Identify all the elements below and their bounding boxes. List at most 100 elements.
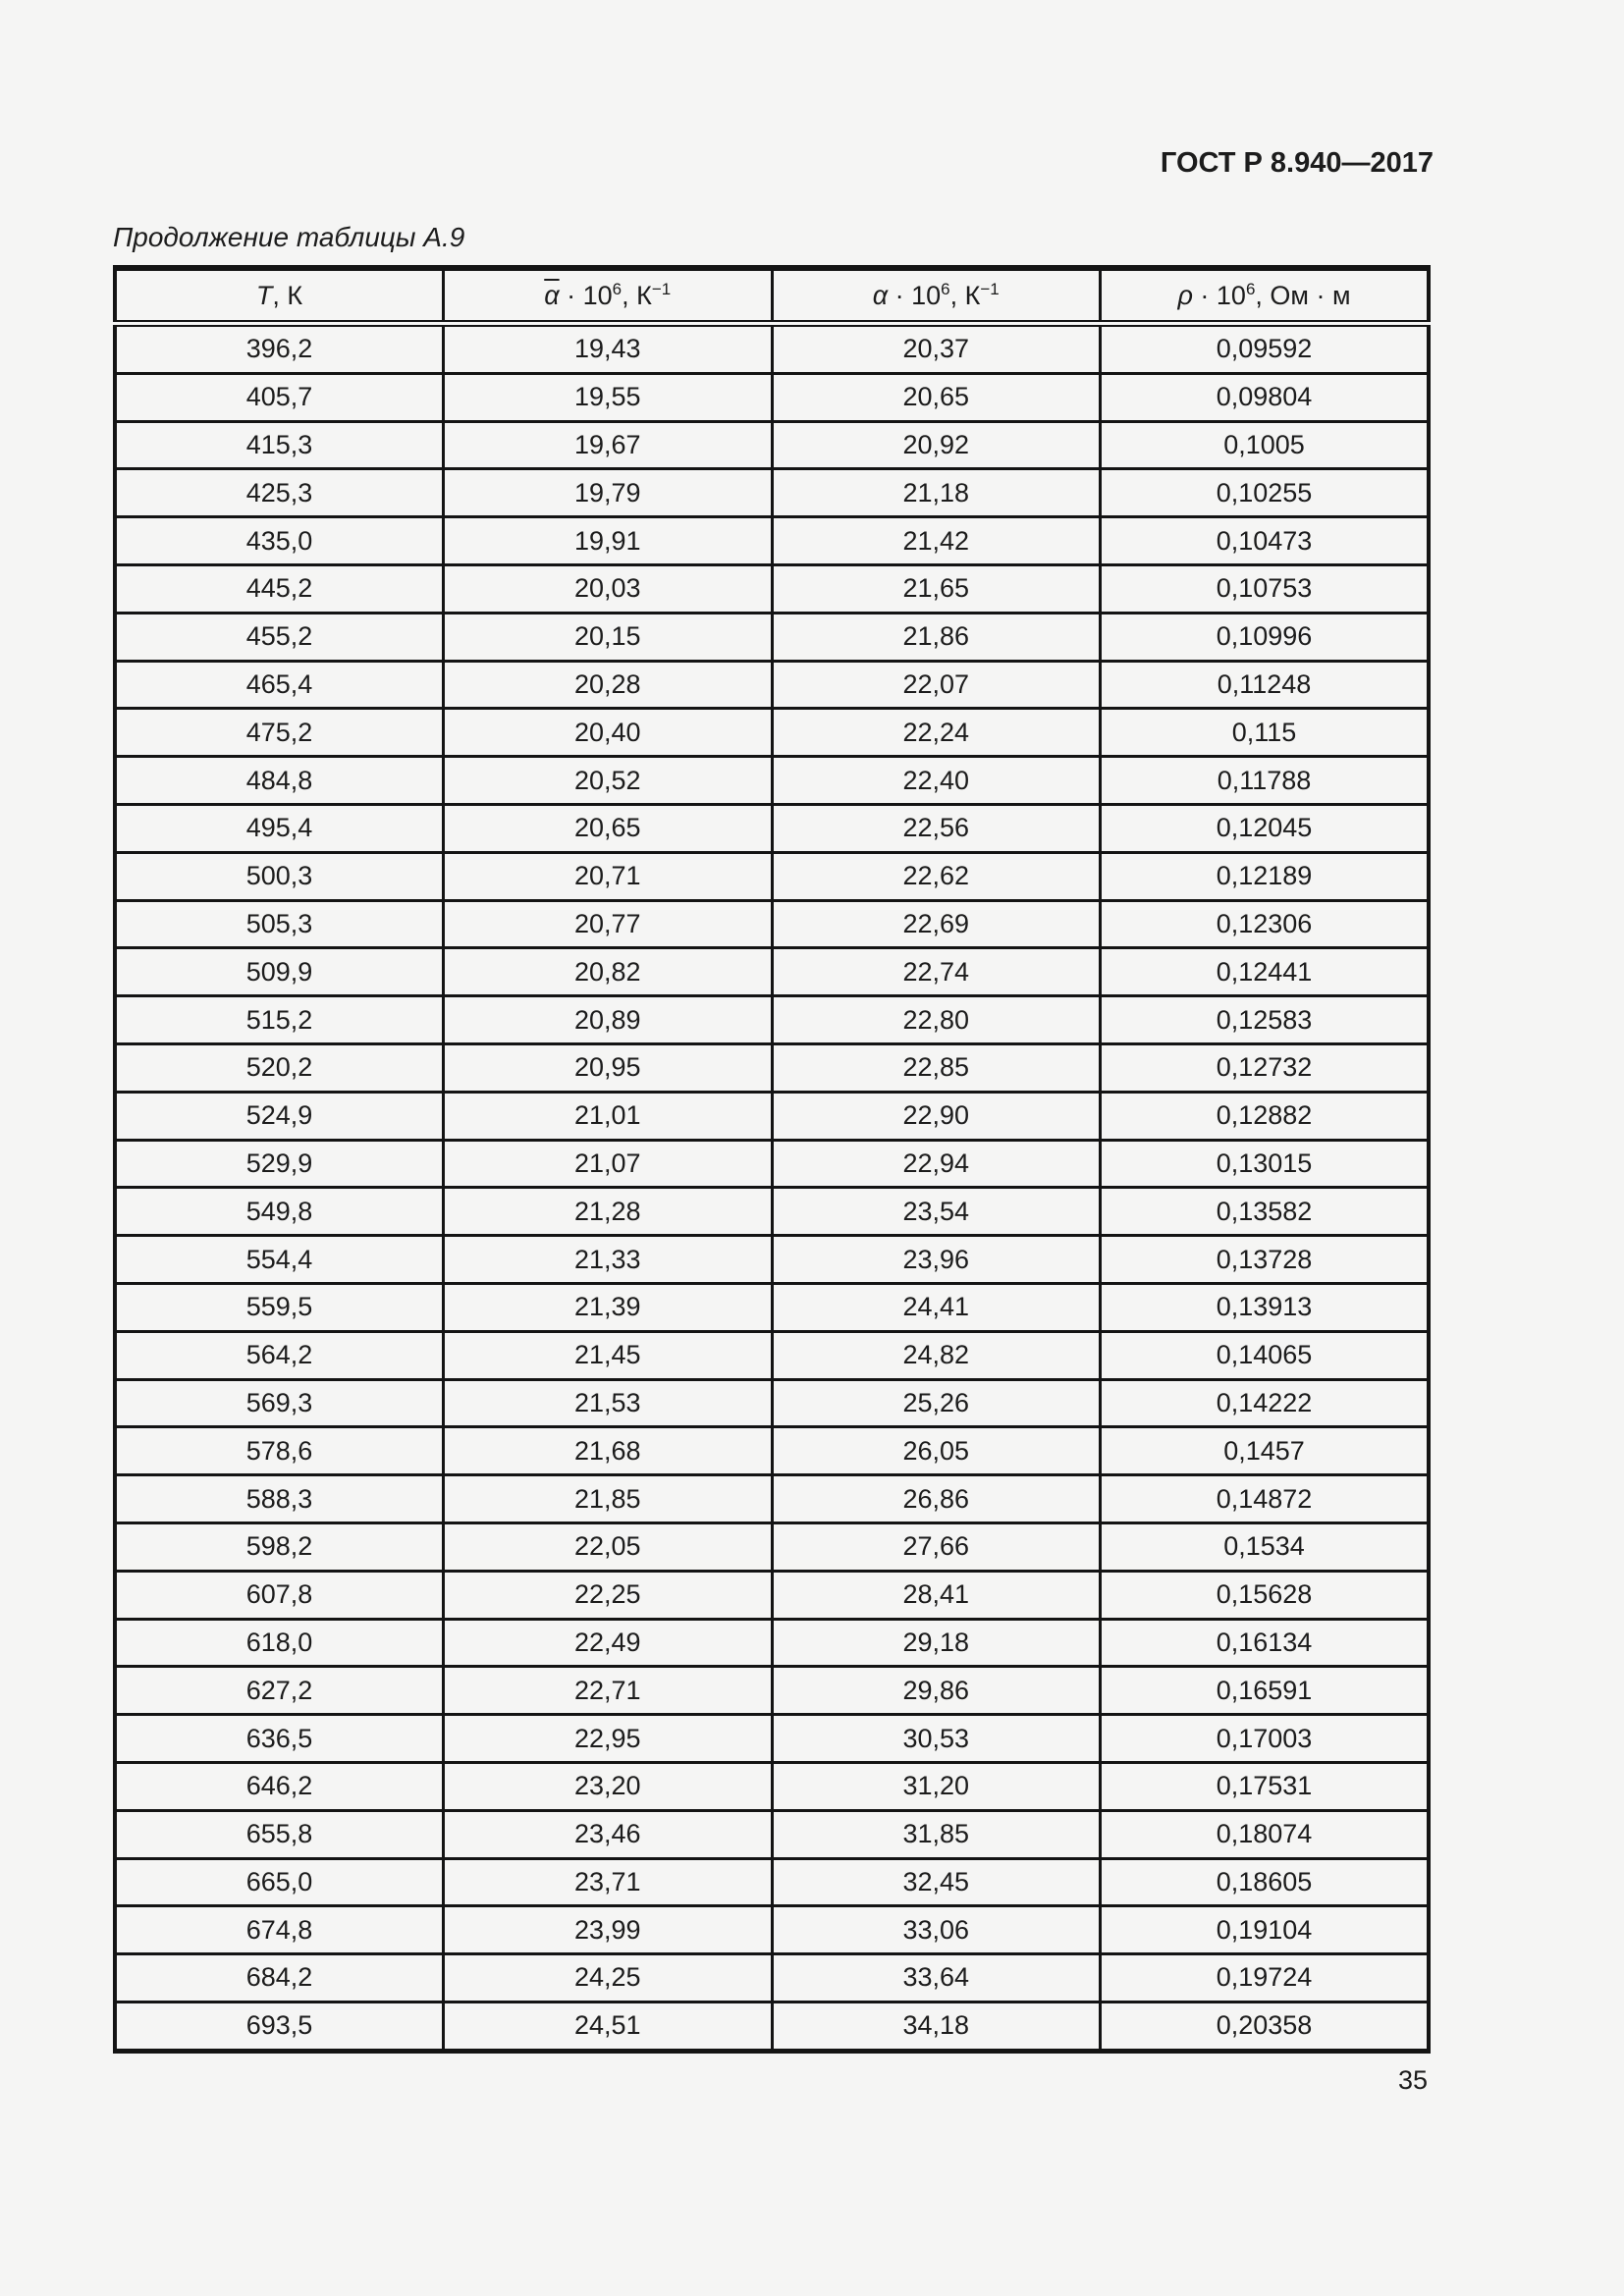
table-cell: 0,12045 [1099, 802, 1431, 854]
table-cell: 22,90 [770, 1090, 1102, 1142]
table-cell: 0,13582 [1099, 1186, 1431, 1238]
table-cell: 598,2 [113, 1521, 445, 1573]
table-cell: 607,8 [113, 1569, 445, 1621]
table-row: 405,7 19,55 20,65 0,09804 [113, 371, 1431, 423]
table-row: 636,5 22,95 30,53 0,17003 [113, 1713, 1431, 1764]
table-row: 495,4 20,65 22,56 0,12045 [113, 802, 1431, 854]
col-header-temperature: Т, К [113, 266, 445, 327]
table-cell: 559,5 [113, 1281, 445, 1333]
table-cell: 24,51 [442, 2000, 774, 2053]
table-cell: 435,0 [113, 515, 445, 566]
table-cell: 22,05 [442, 1521, 774, 1573]
table-cell: 20,40 [442, 707, 774, 759]
table-cell: 23,20 [442, 1760, 774, 1812]
table-cell: 24,82 [770, 1329, 1102, 1381]
table-cell: 475,2 [113, 707, 445, 759]
table-row: 484,8 20,52 22,40 0,11788 [113, 755, 1431, 806]
table-cell: 21,65 [770, 562, 1102, 614]
table-cell: 21,53 [442, 1377, 774, 1429]
table-cell: 684,2 [113, 1952, 445, 2003]
table-cell: 0,12583 [1099, 994, 1431, 1045]
table-cell: 0,115 [1099, 707, 1431, 759]
table-row: 646,2 23,20 31,20 0,17531 [113, 1760, 1431, 1812]
table-cell: 515,2 [113, 994, 445, 1045]
table-cell: 33,64 [770, 1952, 1102, 2003]
table-cell: 524,9 [113, 1090, 445, 1142]
table-cell: 674,8 [113, 1904, 445, 1956]
table-cell: 0,13015 [1099, 1138, 1431, 1190]
table-row: 598,2 22,05 27,66 0,1534 [113, 1521, 1431, 1573]
table-row: 415,3 19,67 20,92 0,1005 [113, 419, 1431, 471]
table-cell: 0,13728 [1099, 1234, 1431, 1285]
table-row: 627,2 22,71 29,86 0,16591 [113, 1665, 1431, 1717]
table-cell: 0,10473 [1099, 515, 1431, 566]
table-cell: 21,07 [442, 1138, 774, 1190]
table-cell: 554,4 [113, 1234, 445, 1285]
col-header-text: · 10 [888, 280, 942, 310]
table-cell: 22,69 [770, 898, 1102, 950]
table-cell: 21,39 [442, 1281, 774, 1333]
table-cell: 0,18605 [1099, 1856, 1431, 1908]
table-cell: 564,2 [113, 1329, 445, 1381]
table-cell: 627,2 [113, 1665, 445, 1717]
col-header-cte: α · 106, К−1 [770, 266, 1102, 327]
table-cell: 19,55 [442, 371, 774, 423]
table-cell: 23,71 [442, 1856, 774, 1908]
table-cell: 396,2 [113, 322, 445, 375]
table-cell: 21,18 [770, 467, 1102, 519]
symbol-alpha-bar: α [544, 280, 560, 310]
table-cell: 405,7 [113, 371, 445, 423]
table-cell: 22,56 [770, 802, 1102, 854]
table-cell: 505,3 [113, 898, 445, 950]
table-cell: 0,1457 [1099, 1425, 1431, 1477]
col-header-sup: −1 [980, 279, 1000, 298]
col-header-text: · 10 [1192, 280, 1246, 310]
table-cell: 22,25 [442, 1569, 774, 1621]
table-row: 564,2 21,45 24,82 0,14065 [113, 1329, 1431, 1381]
table-cell: 0,17531 [1099, 1760, 1431, 1812]
table-cell: 0,16134 [1099, 1617, 1431, 1669]
table-cell: 26,05 [770, 1425, 1102, 1477]
table-cell: 22,40 [770, 755, 1102, 806]
table-cell: 0,12189 [1099, 850, 1431, 902]
table-cell: 25,26 [770, 1377, 1102, 1429]
table-cell: 21,01 [442, 1090, 774, 1142]
table-cell: 23,54 [770, 1186, 1102, 1238]
table-cell: 509,9 [113, 946, 445, 998]
table-cell: 20,95 [442, 1041, 774, 1094]
table-cell: 0,12732 [1099, 1041, 1431, 1094]
table-row: 665,0 23,71 32,45 0,18605 [113, 1856, 1431, 1908]
table-cell: 0,19724 [1099, 1952, 1431, 2003]
table-cell: 21,33 [442, 1234, 774, 1285]
table-cell: 646,2 [113, 1760, 445, 1812]
table-row: 655,8 23,46 31,85 0,18074 [113, 1808, 1431, 1860]
table-cell: 23,96 [770, 1234, 1102, 1285]
table-cell: 19,67 [442, 419, 774, 471]
table-cell: 484,8 [113, 755, 445, 806]
table-cell: 465,4 [113, 659, 445, 711]
table-cell: 22,71 [442, 1665, 774, 1717]
table-cell: 529,9 [113, 1138, 445, 1190]
table-cell: 0,10996 [1099, 611, 1431, 663]
table-row: 515,2 20,89 22,80 0,12583 [113, 994, 1431, 1045]
table-row: 520,2 20,95 22,85 0,12732 [113, 1041, 1431, 1094]
table-row: 578,6 21,68 26,05 0,1457 [113, 1425, 1431, 1477]
table-cell: 22,62 [770, 850, 1102, 902]
table-cell: 22,94 [770, 1138, 1102, 1190]
table-row: 684,2 24,25 33,64 0,19724 [113, 1952, 1431, 2003]
symbol-rho: ρ [1177, 280, 1193, 310]
table-cell: 0,12306 [1099, 898, 1431, 950]
table-cell: 0,12441 [1099, 946, 1431, 998]
table-cell: 34,18 [770, 2000, 1102, 2053]
table-cell: 425,3 [113, 467, 445, 519]
table-cell: 415,3 [113, 419, 445, 471]
col-header-sup: 6 [1245, 279, 1256, 298]
table-cell: 20,03 [442, 562, 774, 614]
table-cell: 0,14872 [1099, 1473, 1431, 1524]
table-cell: 455,2 [113, 611, 445, 663]
table-row: 588,3 21,85 26,86 0,14872 [113, 1473, 1431, 1524]
table-cell: 0,16591 [1099, 1665, 1431, 1717]
table-cell: 20,52 [442, 755, 774, 806]
table-cell: 32,45 [770, 1856, 1102, 1908]
